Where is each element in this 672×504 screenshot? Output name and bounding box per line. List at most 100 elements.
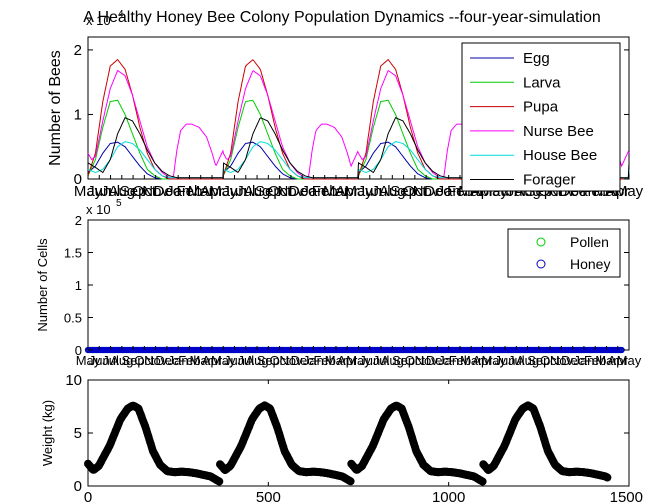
cells-x-tick-label-2: Jul: [102, 353, 119, 368]
legend-label-3: Nurse Bee: [523, 123, 594, 140]
cells-legend-entries: Pollen Honey: [536, 234, 610, 272]
cells-exponent-value: 5: [116, 198, 122, 209]
population-exponent-label: x 10: [86, 13, 111, 28]
cells-x-tick-label-31: Dec: [426, 353, 450, 368]
population-legend: Egg Larva Pupa Nurse Bee House Bee Forager: [461, 42, 621, 192]
legend-label-1: Larva: [523, 74, 561, 91]
population-x-tick-label-22: Mar: [323, 183, 349, 200]
legend-label-4: House Bee: [523, 147, 597, 164]
cells-x-tick-label-28: Sep: [392, 353, 415, 368]
cells-x-tick-label-42: Nov: [550, 353, 574, 368]
population-x-tick-label-19: Dec: [289, 183, 316, 200]
cells-markers: [84, 346, 625, 354]
cells-x-tick-label-39: Aug: [516, 353, 539, 368]
weight-marker-728: [346, 477, 355, 486]
population-x-tick-label-7: Dec: [154, 183, 181, 200]
population-x-tick-label-8: Jan: [166, 183, 190, 200]
legend-label-5: Forager: [523, 172, 576, 189]
cells-x-tick-label-16: Sep: [257, 353, 280, 368]
population-x-tick-label-16: Sep: [255, 183, 282, 200]
weight-y-tick-label-2: 10: [65, 372, 82, 389]
cells-x-tick-label-32: Jan: [438, 353, 459, 368]
cells-x-tick-label-19: Dec: [291, 353, 315, 368]
panel-cells: 00.511.52 MayJunJulAugSepOctNovDecJanFeb…: [35, 198, 642, 368]
weight-marker-364: [215, 477, 224, 486]
population-x-tick-label-2: Jul: [101, 183, 120, 200]
cells-x-tick-label-41: Oct: [540, 353, 561, 368]
cells-x-tick-label-37: Jun: [495, 353, 516, 368]
cells-x-tick-label-20: Jan: [303, 353, 324, 368]
cells-x-tick-label-47: Apr: [608, 353, 629, 368]
population-legend-entries: Egg Larva Pupa Nurse Bee House Bee Forager: [470, 50, 597, 189]
cells-legend-marker-1: [536, 259, 546, 269]
cells-x-tick-label-4: Sep: [122, 353, 145, 368]
cells-y-ticks: 0 0.5 1 1.5 2: [64, 213, 629, 358]
population-x-tick-label-10: Mar: [188, 183, 214, 200]
cells-x-tick-label-18: Nov: [279, 353, 303, 368]
population-x-tick-label-18: Nov: [278, 183, 305, 200]
population-x-tick-label-13: Jun: [222, 183, 246, 200]
cells-x-tick-label-43: Dec: [561, 353, 585, 368]
cells-y-tick-label-4: 2: [75, 213, 82, 228]
population-x-tick-label-30: Nov: [413, 183, 440, 200]
cells-x-tick-label-25: Jun: [359, 353, 380, 368]
population-x-tick-label-24: May: [344, 183, 373, 200]
cells-x-tick-label-35: Apr: [472, 353, 493, 368]
chart-title: A Healthy Honey Bee Colony Population Dy…: [83, 9, 601, 26]
population-x-tick-label-14: Jul: [236, 183, 255, 200]
cells-x-tick-label-27: Aug: [381, 353, 404, 368]
cells-x-tick-label-21: Feb: [313, 353, 335, 368]
cells-x-tick-label-36: May: [481, 353, 506, 368]
population-y-tick-label-0: 0: [74, 171, 82, 188]
cells-x-tick-label-3: Aug: [110, 353, 133, 368]
cells-x-tick-label-5: Oct: [134, 353, 155, 368]
population-x-tick-label-32: Jan: [437, 183, 461, 200]
weight-markers: [84, 401, 612, 486]
cells-x-tick-label-40: Sep: [527, 353, 550, 368]
cells-x-tick-label-12: May: [211, 353, 236, 368]
panel-weight: 0 5 10 0 500 1000 1500 Weight (kg): [40, 372, 643, 504]
population-x-tick-label-48: May: [615, 183, 644, 200]
cells-x-tick-label-23: Apr: [337, 353, 358, 368]
panel-population: 012 MayJunJulAugSepOctNovDecJanFebMarApr…: [47, 9, 644, 200]
cells-x-tick-label-24: May: [346, 353, 371, 368]
cells-x-tick-label-1: Jun: [89, 353, 110, 368]
legend-label-0: Egg: [523, 50, 550, 67]
cells-legend-label-0: Pollen: [570, 234, 609, 250]
cells-x-tick-label-48: May: [617, 353, 642, 368]
weight-x-tick-label-2: 1000: [432, 489, 465, 504]
cells-legend: Pollen Honey: [507, 228, 621, 278]
population-exponent-value: 4: [118, 9, 124, 20]
population-x-tick-label-6: Nov: [142, 183, 169, 200]
cells-y-tick-label-0: 0: [75, 343, 82, 358]
cells-x-tick-label-14: Jul: [237, 353, 254, 368]
weight-y-axis-label: Weight (kg): [40, 400, 55, 466]
cells-x-tick-label-17: Oct: [269, 353, 290, 368]
population-x-tick-label-27: Aug: [379, 183, 406, 200]
population-x-tick-label-3: Aug: [108, 183, 135, 200]
cells-y-tick-label-1: 0.5: [64, 311, 82, 326]
population-legend-box: [461, 42, 621, 192]
cells-y-tick-label-3: 1.5: [64, 246, 82, 261]
population-x-tick-label-9: Feb: [177, 183, 203, 200]
population-y-axis-label: Number of Bees: [47, 50, 64, 166]
population-x-tick-label-21: Feb: [312, 183, 338, 200]
population-x-tick-label-0: May: [74, 183, 103, 200]
population-y-tick-label-2: 2: [74, 42, 82, 59]
cells-x-tick-label-38: Jul: [508, 353, 525, 368]
population-x-tick-label-25: Jun: [358, 183, 382, 200]
population-x-tick-label-20: Jan: [301, 183, 325, 200]
population-x-tick-label-31: Dec: [424, 183, 451, 200]
cells-x-tick-label-44: Jan: [573, 353, 594, 368]
cells-x-tick-label-22: Mar: [325, 353, 348, 368]
cells-x-tick-label-7: Dec: [155, 353, 179, 368]
cells-exponent-label: x 10: [86, 202, 111, 217]
cells-x-tick-label-8: Jan: [168, 353, 189, 368]
weight-marker-1440: [603, 473, 612, 482]
cells-x-ticks: MayJunJulAugSepOctNovDecJanFebMarAprMayJ…: [76, 346, 642, 368]
cells-legend-box: [507, 228, 621, 278]
weight-x-tick-label-0: 0: [84, 489, 92, 504]
cells-y-axis-label: Number of Cells: [35, 238, 50, 332]
cells-x-tick-label-11: Apr: [202, 353, 223, 368]
